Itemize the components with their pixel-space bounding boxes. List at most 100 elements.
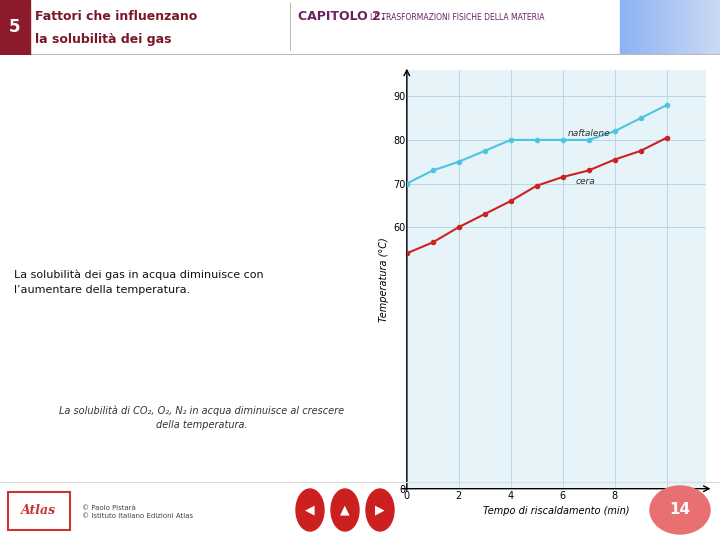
Bar [695, 0, 696, 55]
Bar [645, 0, 646, 55]
Bar [676, 0, 677, 55]
Bar [651, 0, 652, 55]
Bar [716, 0, 717, 55]
Bar [650, 0, 651, 55]
Bar [670, 0, 671, 55]
Y-axis label: Temperatura (°C): Temperatura (°C) [379, 237, 389, 322]
Bar [693, 0, 694, 55]
Bar [661, 0, 662, 55]
Bar [702, 0, 703, 55]
Bar [666, 0, 667, 55]
Bar [665, 0, 666, 55]
Bar [711, 0, 712, 55]
Bar [648, 0, 649, 55]
Text: ▶: ▶ [375, 503, 384, 516]
Text: cera: cera [576, 177, 595, 186]
Bar [704, 0, 705, 55]
Text: 14: 14 [670, 503, 690, 517]
Bar [698, 0, 699, 55]
Bar [669, 0, 670, 55]
Bar [638, 0, 639, 55]
Bar [647, 0, 648, 55]
Bar [642, 0, 643, 55]
Bar [692, 0, 693, 55]
Bar [682, 0, 683, 55]
Ellipse shape [366, 489, 394, 531]
Bar [649, 0, 650, 55]
Text: La solubilità dei gas in acqua diminuisce con
l’aumentare della temperatura.: La solubilità dei gas in acqua diminuisc… [14, 270, 264, 295]
Bar [625, 0, 626, 55]
Bar [690, 0, 691, 55]
Bar [712, 0, 713, 55]
Ellipse shape [296, 489, 324, 531]
Bar [699, 0, 700, 55]
Bar [635, 0, 636, 55]
Bar [705, 0, 706, 55]
Bar [710, 0, 711, 55]
Bar [641, 0, 642, 55]
Bar [701, 0, 702, 55]
Bar [713, 0, 714, 55]
Bar [679, 0, 680, 55]
Text: la solubilità dei gas: la solubilità dei gas [35, 32, 171, 45]
Text: CAPITOLO 2.: CAPITOLO 2. [298, 10, 386, 24]
Bar [681, 0, 682, 55]
Bar [714, 0, 715, 55]
Bar [654, 0, 655, 55]
Bar [680, 0, 681, 55]
Bar [627, 0, 628, 55]
Bar [636, 0, 637, 55]
Bar [624, 0, 625, 55]
Bar [678, 0, 679, 55]
Bar [629, 0, 630, 55]
X-axis label: Tempo di riscaldamento (min): Tempo di riscaldamento (min) [483, 505, 629, 516]
Bar [671, 0, 672, 55]
Bar [708, 0, 709, 55]
Bar [715, 0, 716, 55]
Text: LE TRASFORMAZIONI FISICHE DELLA MATERIA: LE TRASFORMAZIONI FISICHE DELLA MATERIA [370, 12, 544, 22]
Bar [677, 0, 678, 55]
Bar [672, 0, 673, 55]
Bar [689, 0, 690, 55]
Bar [653, 0, 654, 55]
Bar [658, 0, 659, 55]
Text: Fattori che influenzano: Fattori che influenzano [35, 10, 197, 24]
Bar [687, 0, 688, 55]
Text: ◀: ◀ [305, 503, 315, 516]
Bar [703, 0, 704, 55]
Bar [686, 0, 687, 55]
Bar [628, 0, 629, 55]
Bar [696, 0, 697, 55]
Bar [637, 0, 638, 55]
Bar [643, 0, 644, 55]
Text: La solubilità di CO₂, O₂, N₂ in acqua diminuisce al crescere
della temperatura.: La solubilità di CO₂, O₂, N₂ in acqua di… [59, 405, 344, 429]
Bar [685, 0, 686, 55]
Bar [656, 0, 657, 55]
Bar [706, 0, 707, 55]
Bar [719, 0, 720, 55]
Bar [632, 0, 633, 55]
Bar [691, 0, 692, 55]
Bar [657, 0, 658, 55]
FancyBboxPatch shape [8, 492, 70, 530]
Bar [659, 0, 660, 55]
Ellipse shape [650, 486, 710, 534]
Text: ▲: ▲ [340, 503, 350, 516]
Bar [700, 0, 701, 55]
Bar [674, 0, 675, 55]
Bar [639, 0, 640, 55]
Bar [694, 0, 695, 55]
Bar [673, 0, 674, 55]
Bar [655, 0, 656, 55]
Bar [709, 0, 710, 55]
Bar [663, 0, 664, 55]
Bar [660, 0, 661, 55]
Bar [646, 0, 647, 55]
Bar [620, 0, 621, 55]
Bar [631, 0, 632, 55]
Bar [667, 0, 668, 55]
Bar [718, 0, 719, 55]
Bar [621, 0, 622, 55]
Bar [675, 0, 676, 55]
Bar [717, 0, 718, 55]
